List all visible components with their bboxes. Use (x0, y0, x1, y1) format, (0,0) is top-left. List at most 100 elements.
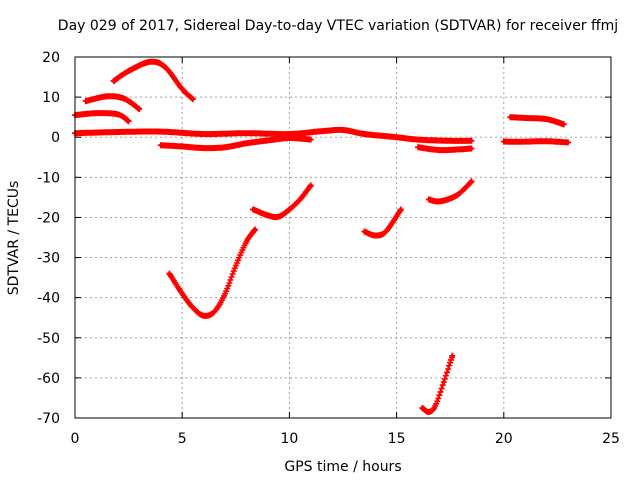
data-point (127, 69, 131, 73)
y-tick-label: -30 (37, 251, 60, 267)
data-point (341, 128, 345, 132)
data-point (320, 129, 324, 133)
data-point (427, 410, 431, 414)
data-marks (72, 58, 572, 415)
data-point (84, 99, 88, 103)
x-tick-label: 5 (178, 431, 187, 447)
y-tick-label: -40 (37, 291, 60, 307)
data-point (180, 87, 184, 91)
data-point (373, 233, 377, 238)
data-point (448, 139, 452, 143)
data-point (470, 139, 474, 143)
series-1 (72, 126, 475, 144)
series-4 (415, 144, 475, 154)
data-point (180, 292, 184, 296)
x-tick-label: 15 (388, 431, 406, 447)
series-markers (250, 182, 314, 221)
data-point (362, 229, 366, 234)
x-tick-label: 0 (71, 431, 80, 447)
data-point (277, 215, 281, 219)
data-point (384, 229, 388, 234)
data-point (244, 131, 249, 135)
data-point (212, 310, 216, 314)
data-point (94, 111, 98, 115)
data-point (508, 115, 512, 119)
data-point (116, 130, 120, 134)
x-axis-label: GPS time / hours (284, 459, 401, 475)
data-point (253, 227, 257, 232)
y-tick-label: -50 (37, 331, 60, 347)
series-5 (72, 110, 132, 125)
data-point (167, 272, 171, 276)
series-markers (166, 226, 259, 319)
x-tick-label: 25 (602, 431, 620, 447)
chart-title: Day 029 of 2017, Sidereal Day-to-day VTE… (58, 18, 618, 34)
data-point (523, 116, 527, 120)
data-point (287, 132, 291, 136)
plot-frame (74, 56, 612, 419)
data-point (191, 97, 195, 101)
y-tick-label: 10 (42, 90, 60, 106)
data-point (420, 406, 424, 410)
data-point (399, 207, 403, 211)
series-11 (361, 206, 404, 239)
data-point (450, 354, 454, 358)
data-point (137, 107, 141, 111)
data-point (202, 314, 206, 318)
series-markers (361, 206, 404, 239)
grid (75, 57, 611, 418)
data-point (223, 145, 227, 149)
series-markers (82, 93, 143, 113)
data-point (180, 144, 184, 148)
series-markers (507, 114, 567, 128)
data-point (202, 146, 206, 150)
data-point (566, 140, 570, 144)
data-point (437, 199, 442, 203)
data-point (244, 141, 249, 145)
y-tick-label: 20 (42, 50, 60, 66)
series-markers (425, 178, 475, 205)
series-10 (250, 182, 314, 221)
data-point (127, 119, 131, 123)
data-point (545, 139, 549, 143)
data-point (266, 138, 270, 142)
data-point (116, 112, 120, 116)
series-6 (82, 93, 143, 113)
data-point (112, 79, 116, 83)
series-13 (419, 352, 456, 415)
y-tick-label: -20 (37, 210, 60, 226)
data-point (266, 213, 270, 217)
series-8 (507, 114, 567, 128)
data-point (416, 145, 420, 149)
data-point (362, 132, 366, 136)
data-point (191, 306, 195, 310)
y-tick-label: -70 (37, 411, 60, 427)
y-tick-label: -10 (37, 170, 60, 186)
x-axis: 0 5 10 15 20 25 (71, 57, 620, 447)
data-point (459, 147, 463, 151)
data-point (470, 146, 474, 151)
data-point (442, 380, 446, 384)
series-markers (415, 144, 475, 154)
data-point (202, 132, 206, 136)
x-tick-label: 10 (280, 431, 298, 447)
data-point (427, 197, 431, 201)
data-point (470, 179, 474, 183)
series-7 (110, 58, 196, 103)
series-12 (425, 178, 475, 205)
data-point (105, 94, 109, 98)
data-point (159, 143, 163, 147)
data-point (502, 140, 506, 144)
data-point (159, 130, 163, 134)
y-axis-label: SDTVAR / TECUs (6, 181, 22, 296)
data-point (395, 135, 399, 139)
series-2 (500, 138, 572, 146)
data-point (545, 117, 549, 121)
x-tick-label: 20 (495, 431, 513, 447)
data-point (287, 136, 291, 140)
y-tick-label: 0 (51, 130, 60, 146)
series-markers (72, 110, 132, 125)
series-9 (166, 226, 259, 319)
series-markers (419, 352, 456, 415)
